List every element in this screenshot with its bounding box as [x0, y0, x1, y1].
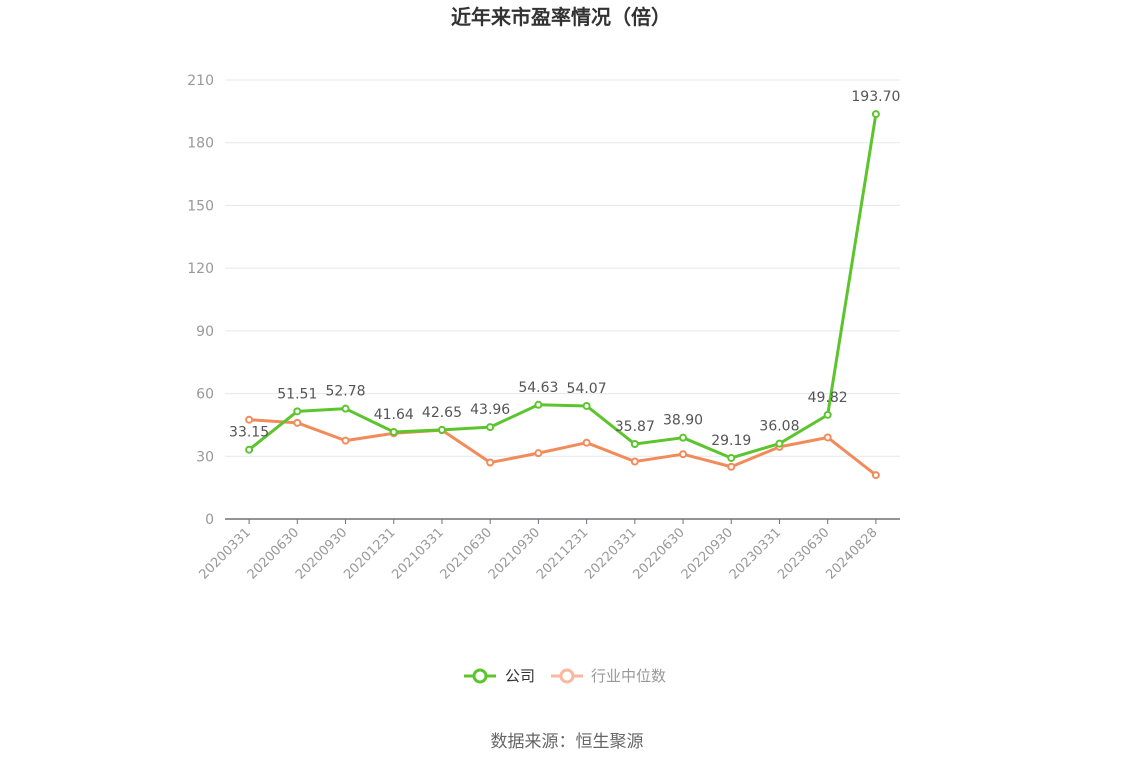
chart-title: 近年来市盈率情况（倍） — [451, 5, 671, 29]
data-point — [534, 400, 543, 409]
data-point — [389, 427, 398, 436]
series-lines — [248, 113, 878, 477]
data-label: 38.90 — [663, 413, 703, 429]
data-point — [679, 450, 688, 459]
data-point — [293, 407, 302, 416]
y-tick-label: 150 — [187, 198, 214, 214]
series-line-1 — [249, 418, 877, 477]
data-point — [486, 458, 495, 467]
x-tick-label: 20200930 — [293, 525, 350, 582]
data-point — [630, 440, 639, 449]
data-label: 41.64 — [374, 407, 414, 423]
y-tick-label: 30 — [196, 449, 214, 465]
x-tick-label: 20211231 — [534, 525, 591, 582]
legend-company-label: 公司 — [505, 667, 535, 685]
x-tick-label: 20230630 — [775, 525, 832, 582]
y-tick-label: 120 — [187, 261, 214, 277]
data-label: 54.63 — [518, 380, 558, 396]
data-label: 54.07 — [567, 381, 607, 397]
x-tick-label: 20200630 — [245, 525, 302, 582]
legend-item-industry-median[interactable]: 行业中位数 — [551, 667, 666, 685]
data-label: 193.70 — [851, 89, 900, 105]
legend-industry-label: 行业中位数 — [591, 667, 666, 685]
data-label: 29.19 — [711, 433, 751, 449]
data-point — [775, 439, 784, 448]
data-point — [727, 453, 736, 462]
data-point — [245, 445, 254, 454]
y-tick-label: 180 — [187, 136, 214, 152]
data-label: 49.82 — [808, 390, 848, 406]
data-label: 51.51 — [277, 386, 317, 402]
data-point — [871, 471, 880, 480]
y-tick-label: 210 — [187, 73, 214, 89]
data-point — [679, 433, 688, 442]
data-point — [871, 110, 880, 119]
x-tick-label: 20210630 — [438, 525, 495, 582]
x-tick-label: 20240828 — [823, 525, 880, 582]
data-label: 42.65 — [422, 405, 462, 421]
y-tick-label: 0 — [205, 512, 214, 528]
x-tick-label: 20200331 — [197, 525, 254, 582]
series-points — [245, 110, 880, 480]
data-point — [582, 401, 591, 410]
data-label: 33.15 — [229, 425, 269, 441]
x-tick-label: 20220630 — [630, 525, 687, 582]
data-label: 36.08 — [759, 419, 799, 435]
data-source: 数据来源：恒生聚源 — [491, 732, 644, 752]
x-tick-label: 20220930 — [679, 525, 736, 582]
y-tick-label: 60 — [196, 387, 214, 403]
x-tick-label: 20230331 — [727, 525, 784, 582]
data-point — [534, 449, 543, 458]
legend-industry-marker — [559, 668, 575, 684]
series-line-0 — [248, 113, 878, 460]
legend-company-marker — [472, 668, 488, 684]
data-label: 43.96 — [470, 402, 510, 418]
data-label: 35.87 — [615, 419, 655, 435]
data-point — [582, 438, 591, 447]
x-tick-label: 20210331 — [389, 525, 446, 582]
data-label: 52.78 — [325, 384, 365, 400]
data-point — [823, 433, 832, 442]
x-axis: 2020033120200630202009302020123120210331… — [197, 518, 900, 583]
y-tick-label: 90 — [196, 324, 214, 340]
grid-lines — [225, 79, 900, 457]
data-labels: 33.15 51.51 52.78 41.64 42.65 43.96 54.63 54.07… — [229, 89, 900, 449]
x-tick-label: 20201231 — [341, 525, 398, 582]
x-tick-label: 20220331 — [582, 525, 639, 582]
data-point — [341, 404, 350, 413]
y-axis: 0 30 60 90 120 150 180 210 — [187, 73, 214, 528]
data-point — [293, 418, 302, 427]
data-point — [486, 423, 495, 432]
data-point — [823, 410, 832, 419]
data-point — [245, 415, 254, 424]
data-point — [437, 425, 446, 434]
data-point — [727, 462, 736, 471]
data-point — [630, 457, 639, 466]
x-tick-label: 20210930 — [486, 525, 543, 582]
legend-item-company[interactable]: 公司 — [464, 667, 535, 685]
legend: 公司 行业中位数 — [464, 667, 666, 685]
data-point — [341, 436, 350, 445]
